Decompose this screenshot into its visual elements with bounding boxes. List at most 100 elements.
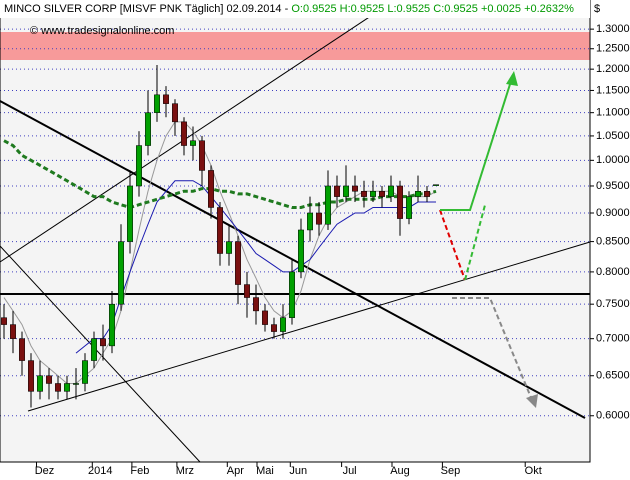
candle-body: [46, 375, 52, 384]
candle-body: [73, 383, 79, 385]
y-tick-label: 0.8000: [596, 266, 630, 278]
candle-body: [208, 170, 214, 208]
candle-body: [379, 191, 385, 197]
trend-lines: [0, 0, 591, 463]
candle-body: [271, 324, 277, 332]
x-tick-label: Dez: [35, 465, 55, 477]
candle-body: [190, 140, 196, 146]
arrow-head: [526, 394, 538, 408]
candle-body: [127, 185, 133, 242]
watermark: © www.tradesignalonline.com: [30, 25, 174, 37]
candle-body: [145, 112, 151, 146]
x-tick-label: Aug: [390, 465, 410, 477]
candle-body: [352, 185, 358, 192]
candle-body: [388, 185, 394, 197]
header-change: C:0.9525 +0.0025 +0.2632%: [433, 3, 574, 15]
candle-body: [19, 338, 25, 361]
candle-body: [424, 191, 430, 197]
x-axis: Dez 2014 Feb Mrz Apr Mai Jun Jul Aug Sep Okt: [35, 462, 542, 477]
candle-body: [433, 184, 439, 186]
channel-line: [0, 0, 396, 263]
x-tick-label: Mai: [256, 465, 274, 477]
moving-average: [75, 180, 437, 354]
candle-body: [289, 271, 295, 318]
candle-body: [64, 383, 70, 392]
candle-body: [154, 94, 160, 113]
y-tick-label: 1.2000: [596, 63, 630, 75]
y-tick-label: 0.9500: [596, 180, 630, 192]
projection-fall: [452, 297, 533, 401]
candle-body: [55, 383, 61, 392]
candle-body: [415, 191, 421, 197]
arrow-head: [506, 71, 518, 86]
plot-area: [0, 0, 590, 462]
y-axis: 1.3000 1.2500 1.2000 1.1500 1.1000 1.0500 1.00…: [590, 23, 630, 422]
downtrend-line: [0, 100, 586, 419]
candle-body: [334, 185, 340, 197]
header-ohlc: O:0.9525 H:0.9525 L:0.9525: [291, 3, 430, 15]
candle-body: [136, 145, 142, 187]
header: MINCO SILVER CORP [MISVF PNK Täglich] 02…: [4, 3, 574, 15]
x-tick-label: Jul: [343, 465, 357, 477]
candle-body: [262, 310, 268, 325]
x-tick-label: Feb: [130, 465, 149, 477]
candle-body: [118, 241, 124, 305]
y-tick-label: 1.0500: [596, 130, 630, 142]
candle-body: [253, 297, 259, 312]
candle-body: [235, 241, 241, 285]
y-tick-label: 1.2500: [596, 43, 630, 55]
candle-body: [199, 140, 205, 171]
y-tick-label: 1.1000: [596, 107, 630, 119]
candle-body: [37, 375, 43, 392]
candle-body: [280, 317, 286, 332]
y-tick-label: 1.1500: [596, 84, 630, 96]
candle-body: [181, 121, 187, 146]
y-tick-label: 0.6000: [596, 410, 630, 422]
candle-body: [172, 103, 178, 123]
candles: [1, 65, 439, 408]
candle-body: [91, 338, 97, 361]
uptrend-line: [27, 241, 591, 412]
x-tick-label: Apr: [227, 465, 244, 477]
y-tick-label: 0.7500: [596, 298, 630, 310]
candle-body: [163, 94, 169, 104]
projection-down: [439, 209, 466, 281]
y-tick-label: 1.0000: [596, 154, 630, 166]
x-tick-label: Okt: [525, 465, 542, 477]
plot-border: [0, 0, 591, 463]
candle-body: [325, 185, 331, 225]
candle-body: [109, 303, 115, 347]
y-tick-label: 0.7000: [596, 333, 630, 345]
projections: [439, 71, 538, 408]
channel-line: [0, 245, 201, 463]
x-tick-label: Jun: [289, 465, 307, 477]
candle-body: [244, 284, 250, 298]
x-tick-label: Mrz: [176, 465, 194, 477]
y-tick-label: 0.6500: [596, 370, 630, 382]
candle-body: [10, 324, 16, 339]
candle-body: [307, 212, 313, 231]
projection-rebound: [464, 204, 486, 281]
x-tick-label: Sep: [441, 465, 461, 477]
candle-body: [370, 191, 376, 197]
candle-body: [397, 185, 403, 219]
candle-body: [343, 185, 349, 197]
y-tick-label: 1.3000: [596, 23, 630, 35]
candle-body: [217, 207, 223, 254]
resistance-zone: [0, 32, 590, 60]
candle-body: [226, 241, 232, 254]
x-tick-label: 2014: [88, 465, 112, 477]
candle-body: [28, 360, 34, 392]
header-title: MINCO SILVER CORP [MISVF PNK Täglich] 02…: [4, 3, 289, 15]
candle-body: [1, 317, 7, 325]
candle-body: [82, 360, 88, 384]
header-band: [0, 0, 590, 18]
projection-up: [440, 77, 513, 211]
y-tick-label: 0.9000: [596, 207, 630, 219]
candle-body: [406, 196, 412, 219]
candle-body: [361, 191, 367, 197]
currency: $: [594, 3, 600, 15]
candle-body: [316, 212, 322, 225]
